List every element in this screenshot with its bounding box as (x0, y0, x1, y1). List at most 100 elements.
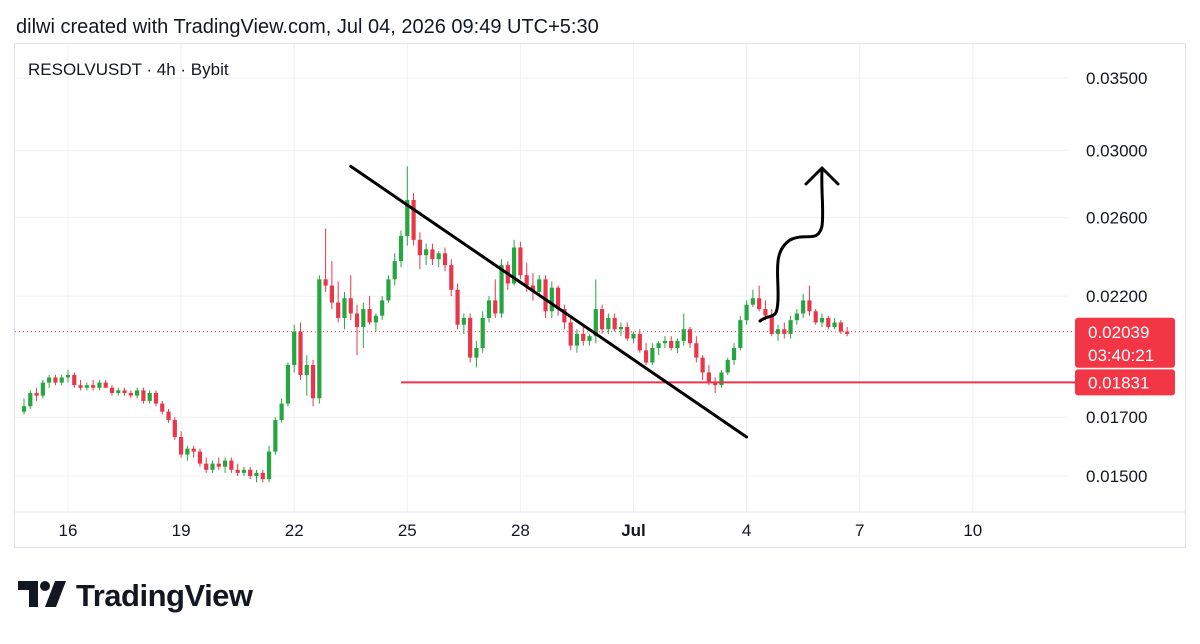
candle-body (549, 287, 554, 312)
candle-body (493, 300, 498, 314)
candle-body (744, 304, 749, 321)
y-tick-label: 0.02200 (1086, 287, 1147, 306)
candle-down (455, 283, 460, 330)
candle-body (292, 331, 297, 365)
candle-down (713, 377, 718, 393)
current-price-label: 0.02039 (1088, 323, 1149, 342)
current-price-badge (1075, 317, 1175, 368)
candle-body (103, 382, 108, 388)
candle-up (398, 230, 404, 268)
candle-body (222, 460, 228, 467)
candle-up (744, 300, 749, 325)
candle-down (813, 309, 818, 325)
candle-body (135, 390, 140, 396)
candle-up (185, 445, 190, 461)
candle-body (813, 311, 818, 323)
candle-down (141, 387, 146, 404)
candle-body (713, 382, 718, 386)
candle-up (386, 275, 391, 303)
candle-body (405, 199, 410, 237)
candle-down (518, 241, 523, 280)
candle-body (543, 279, 548, 312)
candle-down (562, 304, 567, 330)
candle-up (65, 369, 71, 383)
candle-up (461, 313, 466, 334)
candle-body (411, 199, 416, 240)
candle-down (807, 285, 812, 316)
candle-body (606, 317, 611, 330)
candle-body (587, 336, 592, 341)
candle-body (34, 392, 39, 396)
candle-up (656, 340, 661, 356)
candle-up (285, 362, 291, 407)
candle-body (47, 377, 52, 383)
candle-body (788, 320, 793, 334)
candle-body (719, 372, 724, 386)
candle-body (750, 298, 755, 305)
candle-body (461, 317, 466, 325)
candle-body (21, 406, 27, 412)
candle-body (643, 350, 649, 363)
tradingview-brand-text: TradingView (76, 578, 253, 613)
candle-up (606, 313, 611, 334)
candle-up (631, 331, 636, 344)
candle-up (819, 313, 825, 327)
candle-down (72, 372, 77, 388)
candle-body (367, 309, 372, 323)
candle-up (574, 329, 580, 353)
candle-body (166, 411, 171, 420)
candle-body (669, 340, 674, 348)
candle-body (72, 374, 77, 386)
candle-up (116, 387, 121, 396)
x-tick-label: 16 (59, 521, 78, 540)
candle-down (179, 431, 184, 458)
candle-up (549, 281, 554, 318)
candle-body (172, 419, 177, 437)
candle-body (574, 333, 580, 346)
candle-up (361, 302, 366, 348)
candle-down (34, 387, 39, 401)
candle-down (172, 417, 177, 440)
candle-body (210, 463, 215, 470)
candle-body (568, 322, 573, 346)
chart-header-text: dilwi created with TradingView.com, Jul … (16, 16, 599, 38)
candle-body (141, 390, 146, 401)
support-price-label: 0.01831 (1088, 373, 1149, 392)
candle-body (254, 472, 259, 476)
y-tick-label: 0.01700 (1086, 408, 1147, 427)
candle-down (128, 390, 133, 399)
candle-body (612, 317, 617, 330)
candle-body (78, 385, 83, 388)
candle-body (128, 392, 133, 396)
candle-down (493, 279, 498, 318)
candle-down (367, 296, 372, 325)
candle-down (229, 457, 234, 473)
candle-down (449, 259, 454, 297)
candle-up (97, 380, 102, 391)
candle-down (103, 380, 108, 388)
candle-up (650, 343, 655, 365)
candle-body (706, 372, 711, 383)
x-tick-label: 22 (285, 521, 304, 540)
candle-body (285, 364, 291, 404)
candle-body (204, 463, 209, 470)
candle-up (788, 315, 793, 339)
candle-body (731, 347, 737, 361)
candle-down (556, 285, 561, 316)
candle-body (197, 451, 203, 464)
candle-up (618, 322, 624, 337)
candle-body (838, 322, 843, 332)
candle-body (845, 331, 850, 334)
candle-body (480, 317, 485, 348)
x-tick-label: 25 (398, 521, 417, 540)
candle-body (656, 343, 661, 348)
candle-down (260, 469, 265, 483)
candle-up (681, 313, 686, 346)
candle-up (210, 460, 215, 473)
candle-body (392, 261, 397, 280)
candle-up (21, 398, 27, 415)
candle-down (204, 457, 209, 473)
candle-down (417, 232, 422, 270)
candle-body (455, 289, 460, 325)
